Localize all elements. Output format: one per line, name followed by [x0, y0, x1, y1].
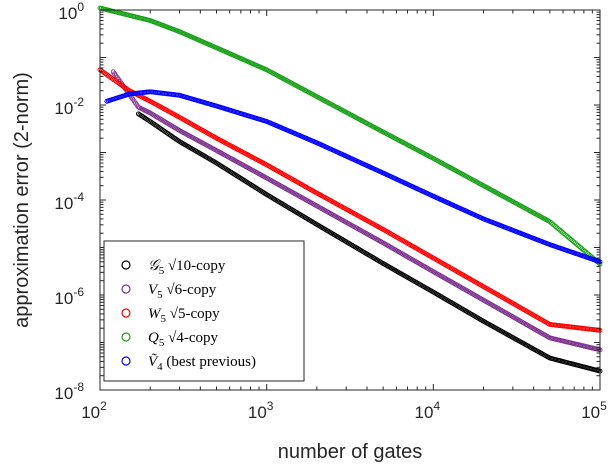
x-tick-label-1: 102 — [81, 399, 107, 422]
x-tick-label-4: 105 — [581, 399, 607, 422]
legend-marker-2 — [121, 284, 131, 294]
series-4-point — [560, 229, 565, 235]
series-3 — [97, 67, 603, 333]
legend-marker-5 — [121, 356, 131, 366]
legend-description: √10-copy — [164, 258, 226, 274]
legend-subscript: 4 — [157, 361, 163, 373]
y-tick-label-5: 10-8 — [54, 380, 84, 403]
series-4-point — [575, 242, 581, 248]
y-tick-label-3-exponent: -4 — [73, 190, 84, 204]
legend-description: (best previous) — [163, 354, 256, 370]
legend-description: √4-copy — [164, 330, 218, 346]
series-2 — [110, 69, 603, 353]
series-4 — [97, 5, 603, 267]
y-tick-label-1: 100 — [58, 0, 84, 23]
y-tick-label-1-exponent: 0 — [77, 0, 84, 14]
legend-description: √5-copy — [166, 306, 220, 322]
series-5 — [104, 89, 603, 265]
legend-description: √6-copy — [163, 282, 217, 298]
legend-symbol: 𝒢 — [148, 258, 161, 274]
legend-symbol: Q — [148, 330, 159, 346]
axis-ticks — [99, 9, 601, 391]
x-tick-label-3: 104 — [415, 399, 441, 422]
series-4-point — [569, 238, 575, 243]
x-tick-label-2: 103 — [248, 399, 274, 422]
series-4-point — [582, 248, 588, 254]
y-axis-label: approximation error (2-norm) — [11, 72, 33, 328]
legend-marker-4 — [121, 332, 131, 342]
legend-symbol: V — [148, 282, 159, 298]
x-tick-label-4-base: 10 — [581, 403, 600, 422]
series-4-point — [561, 231, 567, 236]
legend-subscript: 5 — [159, 337, 165, 349]
legend-label-2: V5 √6-copy — [148, 282, 217, 301]
x-tick-label-1-base: 10 — [81, 403, 100, 422]
x-tick-label-4-exponent: 5 — [600, 399, 607, 413]
y-tick-label-1-base: 10 — [58, 4, 77, 23]
series-4-point — [568, 236, 574, 242]
series-4-point — [571, 239, 577, 245]
series-4-point — [578, 245, 584, 251]
series-4-point — [558, 228, 564, 234]
chart-marks — [97, 5, 603, 374]
x-tick-label-2-exponent: 3 — [267, 399, 274, 413]
x-tick-label-3-base: 10 — [415, 403, 434, 422]
y-tick-label-4: 10-6 — [54, 285, 84, 308]
x-tick-label-2-base: 10 — [248, 403, 267, 422]
legend-symbol: Ṽ — [148, 353, 159, 370]
legend-label-4: Q5 √4-copy — [148, 330, 218, 349]
series-4-point — [553, 224, 559, 229]
y-tick-label-2-base: 10 — [54, 99, 73, 118]
x-tick-label-1-exponent: 2 — [100, 399, 107, 413]
series-4-point — [554, 225, 560, 231]
series-4-point — [565, 234, 571, 240]
x-axis-label: number of gates — [278, 441, 423, 463]
series-4-point — [555, 226, 561, 232]
y-tick-label-3-base: 10 — [54, 194, 73, 213]
series-4-point — [548, 220, 554, 226]
series-4-point — [573, 241, 579, 247]
legend-box — [103, 240, 305, 382]
y-tick-label-4-exponent: -6 — [73, 285, 84, 299]
legend-subscript: 5 — [161, 313, 167, 325]
series-4-point — [547, 219, 553, 225]
legend-symbol: W — [148, 306, 162, 322]
y-tick-label-3: 10-4 — [54, 190, 84, 213]
series-4-point — [557, 227, 563, 233]
y-tick-label-2: 10-2 — [54, 95, 84, 118]
legend-label-5: Ṽ4 (best previous) — [148, 353, 256, 373]
series-4-point — [583, 249, 589, 255]
legend-subscript: 5 — [157, 289, 163, 301]
legend-marker-1 — [121, 260, 131, 270]
series-4-point — [564, 233, 570, 239]
series-4-point — [550, 221, 556, 227]
series-1 — [135, 111, 603, 374]
y-tick-label-5-base: 10 — [54, 384, 73, 403]
legend-subscript: 5 — [159, 265, 165, 277]
y-tick-label-5-exponent: -8 — [73, 380, 84, 394]
series-4-point — [551, 222, 557, 228]
legend-label-3: W5 √5-copy — [148, 306, 220, 325]
series-4-point — [566, 235, 572, 241]
series-4-point — [576, 243, 582, 249]
y-tick-label-2-exponent: -2 — [73, 95, 84, 109]
legend-marker-3 — [121, 308, 131, 318]
series-4-point — [562, 232, 568, 238]
series-4-point — [579, 246, 585, 252]
series-4-point — [580, 247, 586, 253]
x-tick-label-3-exponent: 4 — [433, 399, 440, 413]
y-tick-label-4-base: 10 — [54, 289, 73, 308]
legend-label-1: 𝒢5 √10-copy — [148, 258, 226, 277]
series-4-point — [572, 240, 578, 246]
